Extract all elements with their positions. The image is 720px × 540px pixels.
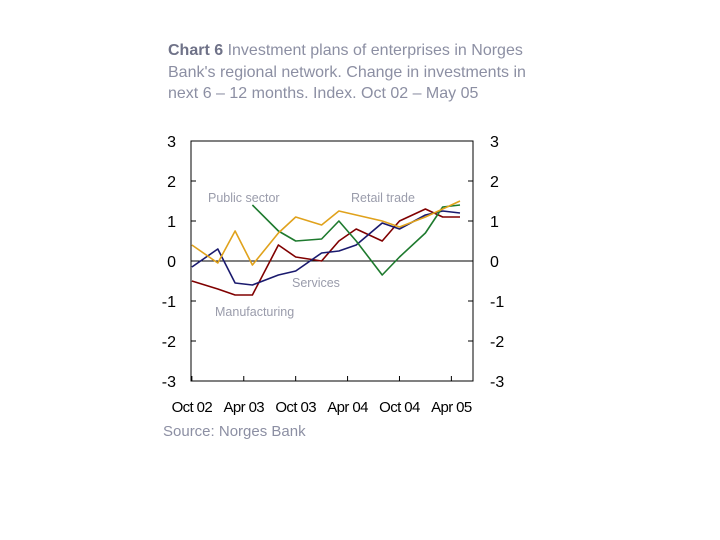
x-tick-label: Oct 02 — [172, 399, 213, 416]
y2-tick-label: -2 — [490, 334, 504, 351]
y-axis-left: -3 -2 -1 0 1 2 3 — [162, 134, 196, 391]
series-label-retail-trade: Retail trade — [351, 191, 415, 205]
y-tick-label: -3 — [162, 374, 176, 391]
y2-tick-label: 2 — [490, 174, 499, 191]
y-tick-label: -2 — [162, 334, 176, 351]
y2-tick-label: -1 — [490, 294, 504, 311]
y-tick-label: 1 — [167, 214, 176, 231]
y2-tick-label: 0 — [490, 254, 499, 271]
series-line-public-sector — [251, 204, 461, 276]
y-tick-label: -1 — [162, 294, 176, 311]
x-tick-label: Oct 03 — [275, 399, 316, 416]
series-label-manufacturing: Manufacturing — [215, 305, 294, 319]
source-note: Source: Norges Bank — [163, 423, 306, 440]
y-axis-right: -3 -2 -1 0 1 2 3 — [468, 134, 504, 391]
series-line-services — [191, 210, 461, 286]
y-tick-label: 0 — [167, 254, 176, 271]
x-tick-label: Apr 03 — [223, 399, 264, 416]
chart-title-text: Investment plans of enterprises in Norge… — [168, 42, 526, 102]
x-tick-label: Apr 05 — [431, 399, 472, 416]
x-axis: Oct 02 Apr 03 Oct 03 Apr 04 Oct 04 Apr 05 — [172, 376, 473, 416]
chart-title: Chart 6 Investment plans of enterprises … — [168, 40, 528, 105]
y-tick-label: 2 — [167, 174, 176, 191]
y2-tick-label: 3 — [490, 134, 499, 151]
series-group — [191, 200, 461, 296]
series-line-retail-trade — [191, 200, 461, 266]
y2-tick-label: 1 — [490, 214, 499, 231]
series-labels: Public sector Retail trade Services Manufac… — [208, 191, 415, 319]
series-label-public-sector: Public sector — [208, 191, 280, 205]
x-tick-label: Oct 04 — [379, 399, 420, 416]
x-tick-label: Apr 04 — [327, 399, 368, 416]
y-tick-label: 3 — [167, 134, 176, 151]
series-label-services: Services — [292, 276, 340, 290]
series-line-manufacturing — [191, 208, 460, 296]
y2-tick-label: -3 — [490, 374, 504, 391]
chart-number: Chart 6 — [168, 42, 224, 59]
